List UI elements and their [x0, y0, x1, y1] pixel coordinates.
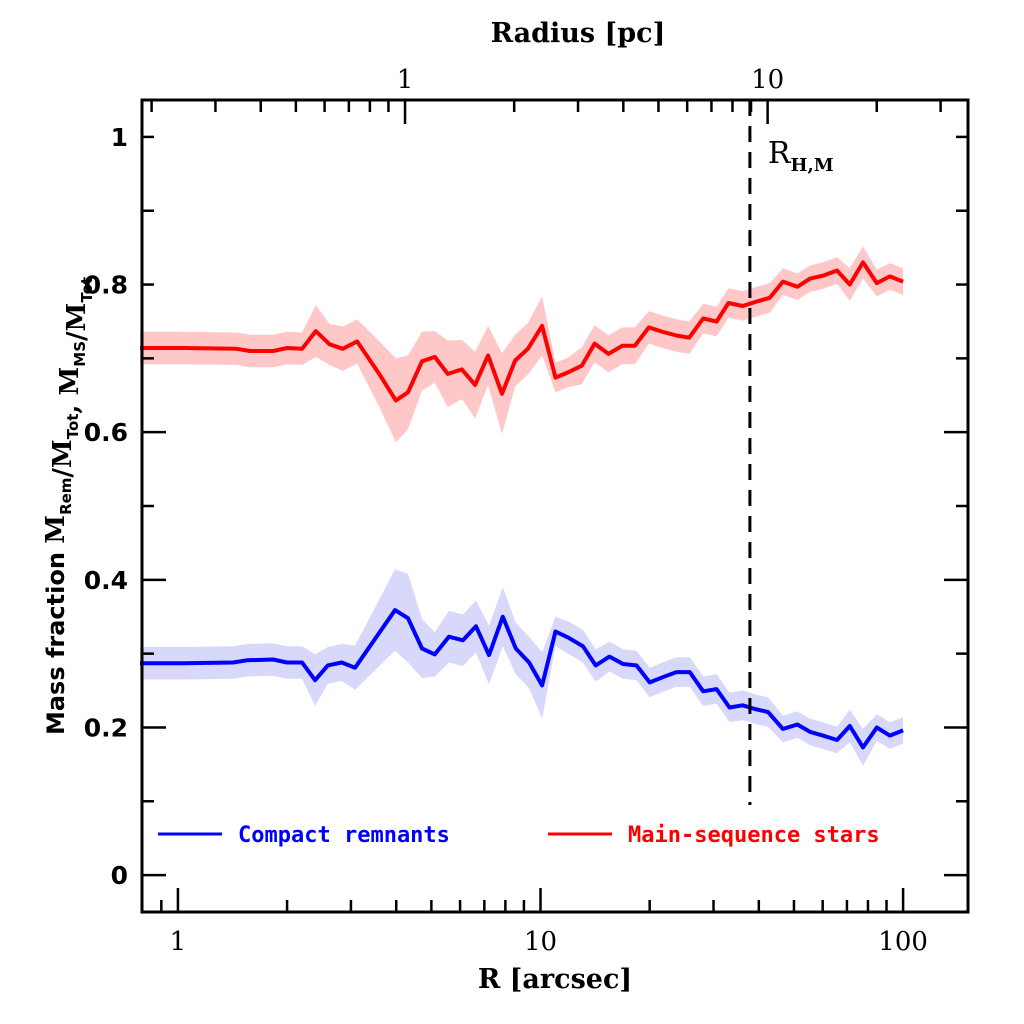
x-tick-label: 1	[170, 927, 187, 957]
half-mass-radius-label: RH,M	[768, 136, 834, 176]
y-tick-label: 0	[111, 861, 128, 890]
compact-remnants-line	[140, 608, 904, 750]
plot-frame	[140, 98, 970, 914]
axis-ticks	[142, 100, 968, 912]
main-sequence-stars-line	[140, 260, 904, 403]
top-tick-label: 1	[397, 65, 414, 95]
top-tick-label: 10	[751, 65, 784, 95]
legend: Compact remnants Main-sequence stars	[158, 823, 880, 848]
x-axis-title: R [arcsec]	[478, 964, 632, 995]
x-tick-label: 10	[524, 927, 557, 957]
svg-text:Mass fraction MRem/MTot, MMS: Mass fraction MRem/MTot, MMS/MTot	[41, 277, 96, 735]
y-tick-label: 1	[111, 123, 128, 152]
error-bands	[140, 246, 904, 766]
legend-label-compact-remnants: Compact remnants	[238, 823, 450, 848]
y-tick-label: 0.6	[84, 418, 128, 447]
y-tick-label: 0.4	[84, 566, 128, 595]
legend-label-main-sequence-stars: Main-sequence stars	[628, 823, 880, 848]
y-axis-title: Mass fraction MRem/MTot, MMS/MTot	[41, 277, 96, 735]
x-tick-label: 100	[878, 927, 928, 957]
series-lines	[140, 260, 904, 750]
main-sequence-stars-error-band	[140, 246, 904, 443]
half-mass-radius-annotation: RH,M	[748, 100, 834, 805]
y-tick-label: 0.2	[84, 713, 128, 742]
y-tick-label: 0.8	[84, 271, 128, 300]
top-axis-title: Radius [pc]	[491, 18, 666, 49]
compact-remnants-error-band	[140, 569, 904, 766]
